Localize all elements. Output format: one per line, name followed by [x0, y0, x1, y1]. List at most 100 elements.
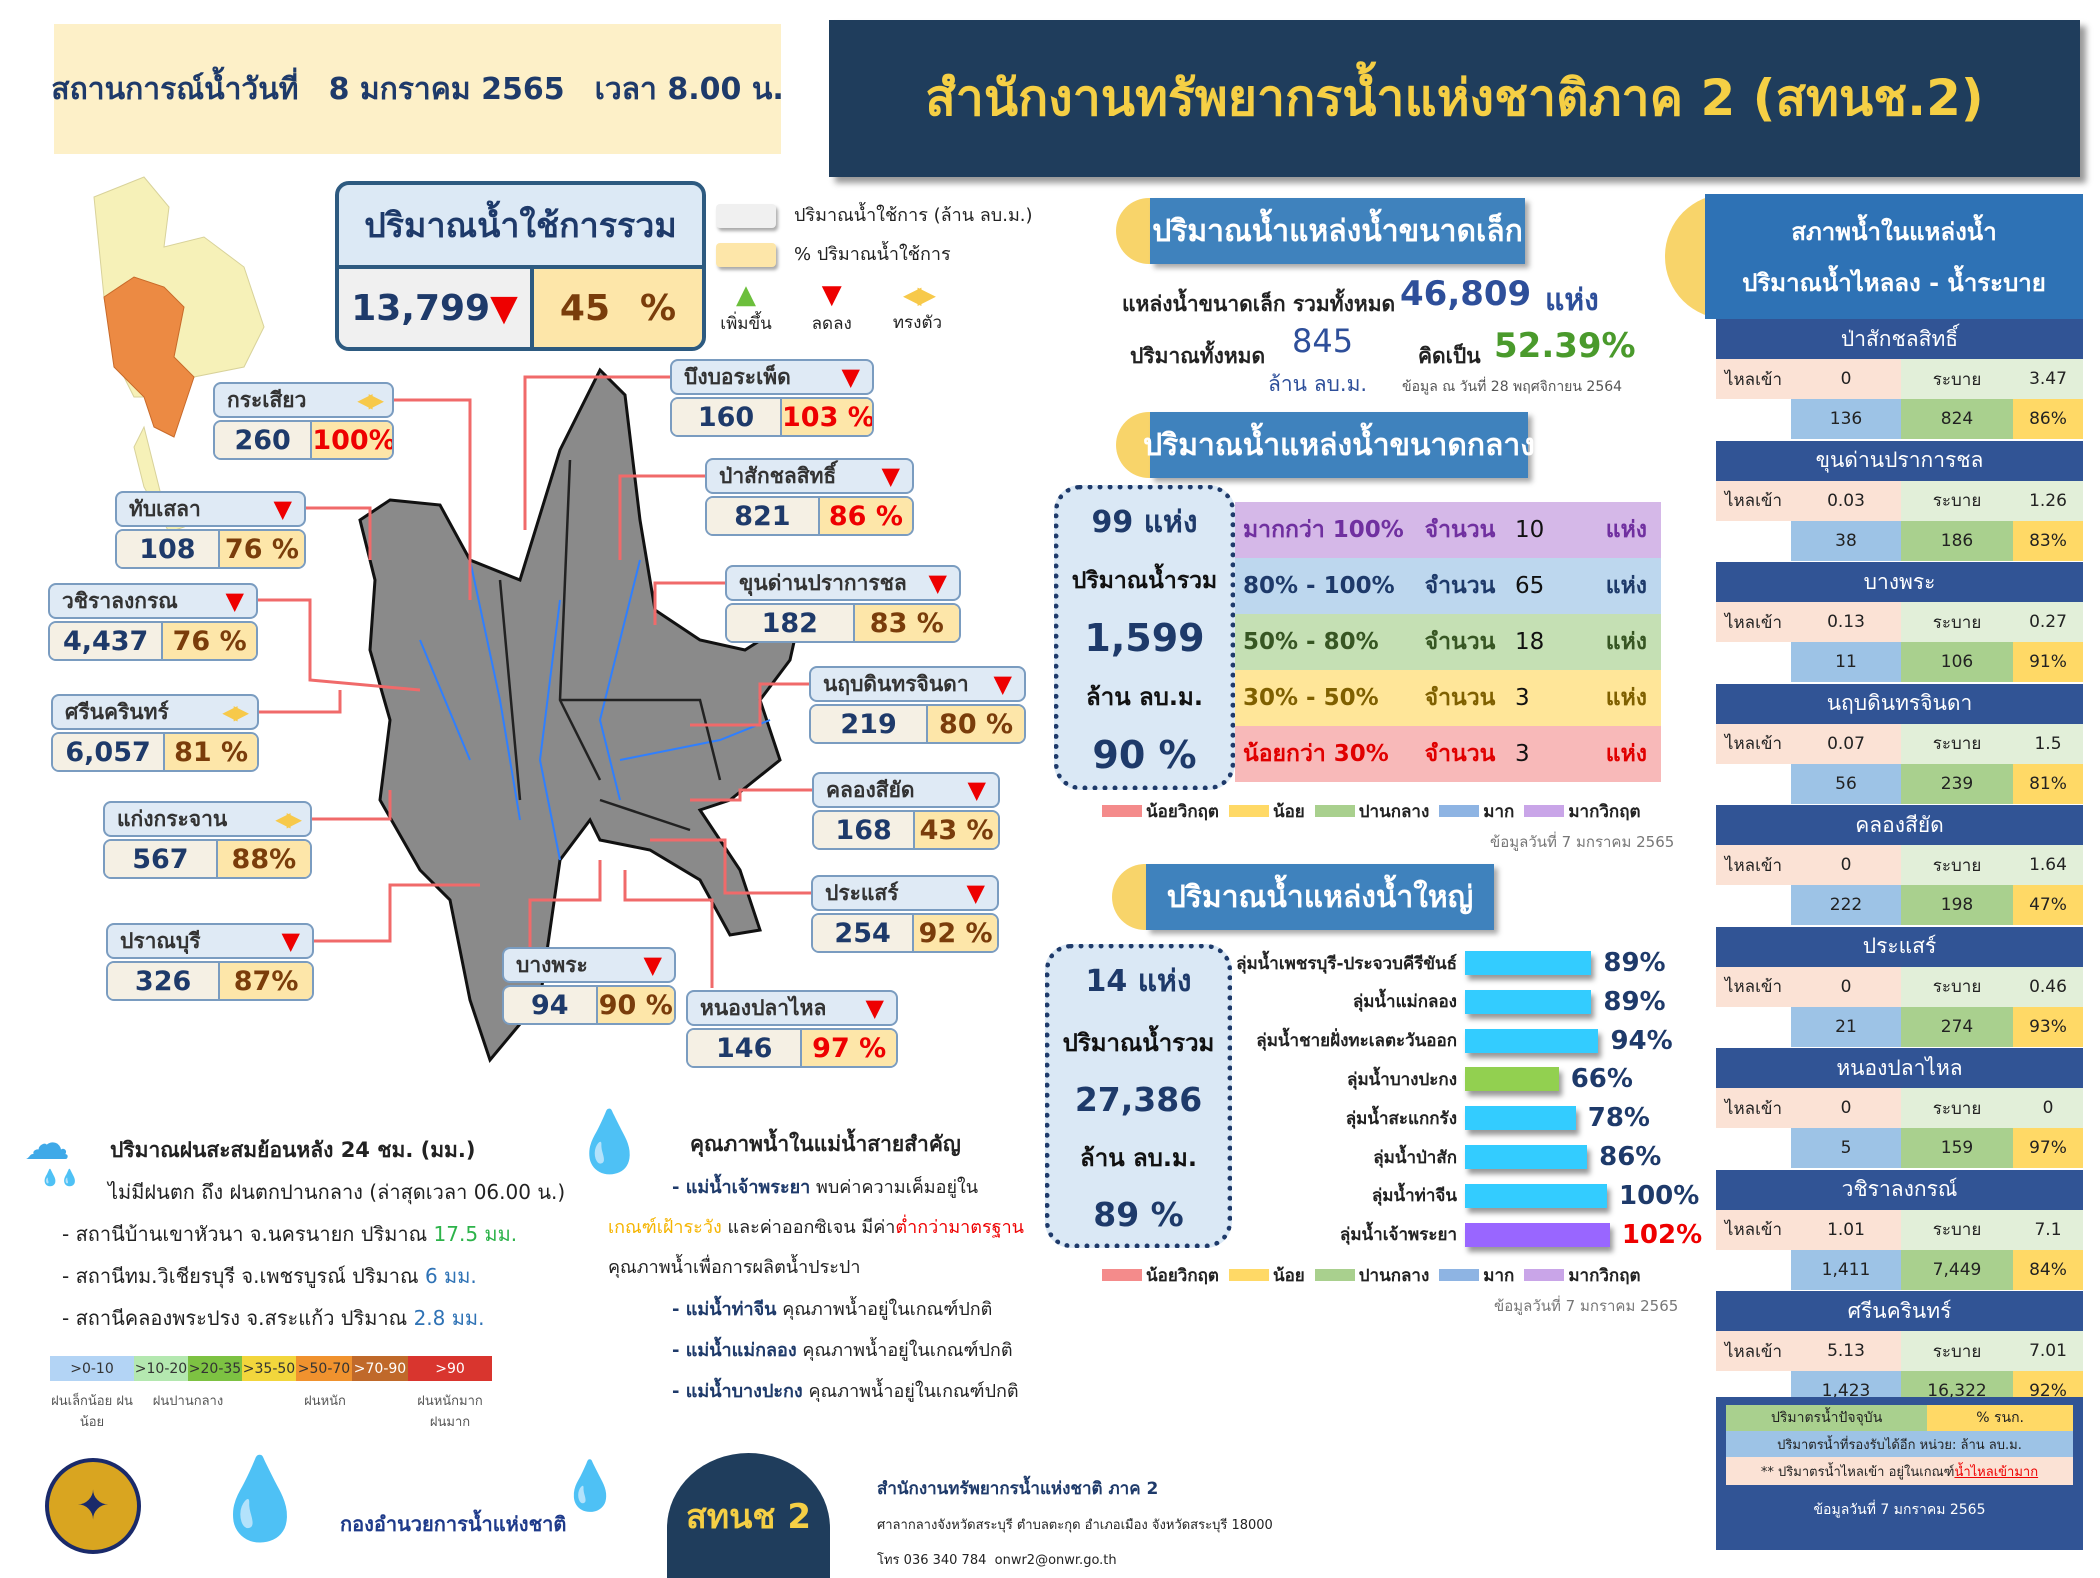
basin-name: ลุ่มน้ำสะแกกรัง	[1345, 1108, 1457, 1129]
release-value: 3.47	[2013, 359, 2083, 399]
station-amount: 2.8 มม.	[413, 1306, 485, 1330]
legend-label: น้อย	[1272, 1266, 1305, 1286]
current-volume: 824	[1901, 399, 2013, 439]
map-reservoir-card[interactable]: บางพระ ▼ 94 90 %	[502, 947, 676, 1025]
large-volume-label: ปริมาณน้ำรวม	[1062, 1029, 1215, 1058]
medium-count: 99 แห่ง	[1091, 504, 1198, 540]
note-link[interactable]: น้ำไหลเข้ามาก	[1954, 1464, 2039, 1480]
map-reservoir-card[interactable]: ปราณบุรี ▼ 326 87%	[106, 923, 314, 1001]
release-label: ระบาย	[1901, 845, 2013, 885]
reservoir-percent: 76 %	[219, 531, 304, 567]
current-volume: 159	[1901, 1128, 2013, 1168]
wq-status: คุณภาพน้ำอยู่ในเกณฑ์ปกติ	[782, 1299, 993, 1320]
release-label: ระบาย	[1901, 1331, 2013, 1371]
org-address: ศาลากลางจังหวัดสระบุรี ตำบลตะกุด อำเภอเม…	[877, 1518, 1273, 1533]
reservoir-header: คลองสียัด ▼	[812, 772, 1000, 808]
wq-mid: และค่าออกซิเจน มีค่า	[727, 1217, 896, 1238]
right-title-line2: ปริมาณน้ำไหลลง - น้ำระบาย	[1742, 268, 2046, 297]
map-reservoir-card[interactable]: ป่าสักชลสิทธิ์ ▼ 821 86 %	[705, 458, 914, 536]
legend-steady: ทรงตัว	[892, 313, 943, 333]
reservoir-name: คลองสียัด	[826, 777, 915, 802]
right-panel-header: สภาพน้ำในแหล่งน้ำ ปริมาณน้ำไหลลง - น้ำระ…	[1705, 194, 2083, 319]
basin-name: ลุ่มน้ำป่าสัก	[1373, 1147, 1457, 1168]
medium-percent: 90 %	[1092, 732, 1197, 777]
small-volume-label: ปริมาณทั้งหมด	[1130, 344, 1266, 368]
map-reservoir-card[interactable]: ศรีนครินทร์ ◀▶ 6,057 81 %	[51, 694, 259, 772]
blank-cell	[1716, 520, 1791, 561]
unit: แห่ง	[1605, 573, 1647, 599]
wq-warn: เกณฑ์เฝ้าระวัง	[608, 1217, 722, 1238]
reservoir-volume: 168	[814, 812, 916, 848]
reservoir-name: แก่งกระจาน	[117, 806, 228, 831]
map-reservoir-card[interactable]: บึงบอระเพ็ด ▼ 160 103 %	[670, 359, 874, 437]
reservoir-header: ทับเสลา ▼	[115, 491, 306, 527]
reservoir-percent: 92 %	[914, 915, 997, 951]
situation-label: สถานการณ์น้ำวันที่	[51, 71, 299, 107]
station-amount: 6 มม.	[424, 1264, 477, 1288]
map-reservoir-card[interactable]: แก่งกระจาน ◀▶ 567 88%	[103, 801, 312, 879]
org-email[interactable]: onwr2@onwr.go.th	[994, 1553, 1117, 1568]
legend-swatch	[1228, 805, 1269, 817]
legend-label: มาก	[1483, 1266, 1515, 1286]
inflow-label: ไหลเข้า	[1716, 480, 1791, 521]
medium-status-row: น้อยกว่า 30% จำนวน 3 แห่ง	[1235, 726, 1661, 782]
release-label: ระบาย	[1901, 1209, 2013, 1250]
map-reservoir-card[interactable]: คลองสียัด ▼ 168 43 %	[812, 772, 1000, 850]
count: 3	[1515, 741, 1530, 767]
reservoir-values: 94 90 %	[502, 985, 676, 1025]
inflow-value: 0.03	[1791, 480, 1901, 521]
reservoir-flow-table: หนองปลาไหล ไหลเข้า 0 ระบาย 0 5 159 97%	[1716, 1048, 2083, 1168]
basin-name: ลุ่มน้ำเจ้าพระยา	[1339, 1225, 1457, 1246]
reservoir-header: กระเสียว ◀▶	[213, 382, 394, 418]
remaining-capacity: 5	[1791, 1128, 1901, 1168]
map-reservoir-card[interactable]: กระเสียว ◀▶ 260 100%	[213, 382, 394, 460]
range: 30% - 50%	[1243, 685, 1379, 711]
reservoir-header: ขุนด่านปราการชล ▼	[725, 565, 961, 601]
rain-scale-group: ฝนหนักมาก ฝนมาก	[417, 1394, 483, 1430]
legend-usable-volume: ปริมาณน้ำใช้การ (ล้าน ลบ.ม.)	[794, 205, 1033, 226]
flow-row: ไหลเข้า 0 ระบาย 3.47	[1716, 359, 2083, 399]
map-reservoir-card[interactable]: ขุนด่านปราการชล ▼ 182 83 %	[725, 565, 961, 643]
storage-row: 5 159 97%	[1716, 1128, 2083, 1168]
map-reservoir-card[interactable]: หนองปลาไหล ▼ 146 97 %	[686, 990, 898, 1068]
reservoir-flow-table: นฤบดินทรจินดา ไหลเข้า 0.07 ระบาย 1.5 56 239 81%	[1716, 683, 2083, 804]
map-reservoir-card[interactable]: ทับเสลา ▼ 108 76 %	[115, 491, 306, 569]
map-reservoir-card[interactable]: นฤบดินทรจินดา ▼ 219 80 %	[809, 666, 1026, 744]
medium-status-row: 50% - 80% จำนวน 18 แห่ง	[1235, 614, 1661, 670]
map-reservoir-card[interactable]: ประแสร์ ▼ 254 92 %	[811, 875, 999, 953]
wq-river: - แม่น้ำบางปะกง	[672, 1381, 803, 1402]
inflow-value: 5.13	[1791, 1331, 1901, 1371]
basin-name-cell: ลุ่มน้ำป่าสัก	[1240, 1144, 1465, 1171]
org-contact: สำนักงานทรัพยากรน้ำแห่งชาติ ภาค 2 ศาลากล…	[877, 1475, 1273, 1570]
map-reservoir-card[interactable]: วชิราลงกรณ ▼ 4,437 76 %	[48, 583, 258, 661]
legend-swatch	[1439, 1269, 1480, 1281]
onwr2-badge: สทนช 2	[667, 1453, 830, 1578]
medium-status-row: 80% - 100% จำนวน 65 แห่ง	[1235, 558, 1661, 614]
reservoir-name: ปราณบุรี	[120, 928, 201, 953]
basin-bar	[1465, 989, 1592, 1014]
total-usage-value: 13,799	[351, 287, 491, 329]
blank-cell	[1716, 885, 1791, 925]
percent-capacity: 47%	[2013, 885, 2083, 925]
release-value: 0.27	[2013, 602, 2083, 642]
count: 10	[1515, 517, 1545, 543]
small-percent-label: คิดเป็น	[1418, 344, 1481, 368]
legend-item: น้อยวิกฤต	[1102, 1262, 1219, 1289]
release-label: ระบาย	[1901, 602, 2013, 642]
reservoir-percent: 80 %	[928, 706, 1024, 742]
rain-scale-group: ฝนหนัก	[304, 1394, 346, 1409]
reservoir-header: ศรีนครินทร์ ◀▶	[51, 694, 259, 730]
reservoir-header: บึงบอระเพ็ด ▼	[670, 359, 874, 395]
small-count-unit: แห่ง	[1545, 283, 1599, 318]
percent-capacity: 83%	[2013, 520, 2083, 561]
reservoir-percent: 90 %	[597, 987, 674, 1023]
reservoir-percent: 76 %	[163, 623, 256, 659]
current-volume: 7,449	[1901, 1249, 2013, 1290]
reservoir-values: 168 43 %	[812, 810, 1000, 850]
release-label: ระบาย	[1901, 966, 2013, 1007]
medium-status-row: 30% - 50% จำนวน 3 แห่ง	[1235, 670, 1661, 726]
inflow-label: ไหลเข้า	[1716, 1331, 1791, 1371]
basin-name: ลุ่มน้ำท่าจีน	[1371, 1186, 1457, 1207]
reservoir-volume: 254	[813, 915, 915, 951]
flow-row: ไหลเข้า 0.03 ระบาย 1.26	[1716, 480, 2083, 521]
